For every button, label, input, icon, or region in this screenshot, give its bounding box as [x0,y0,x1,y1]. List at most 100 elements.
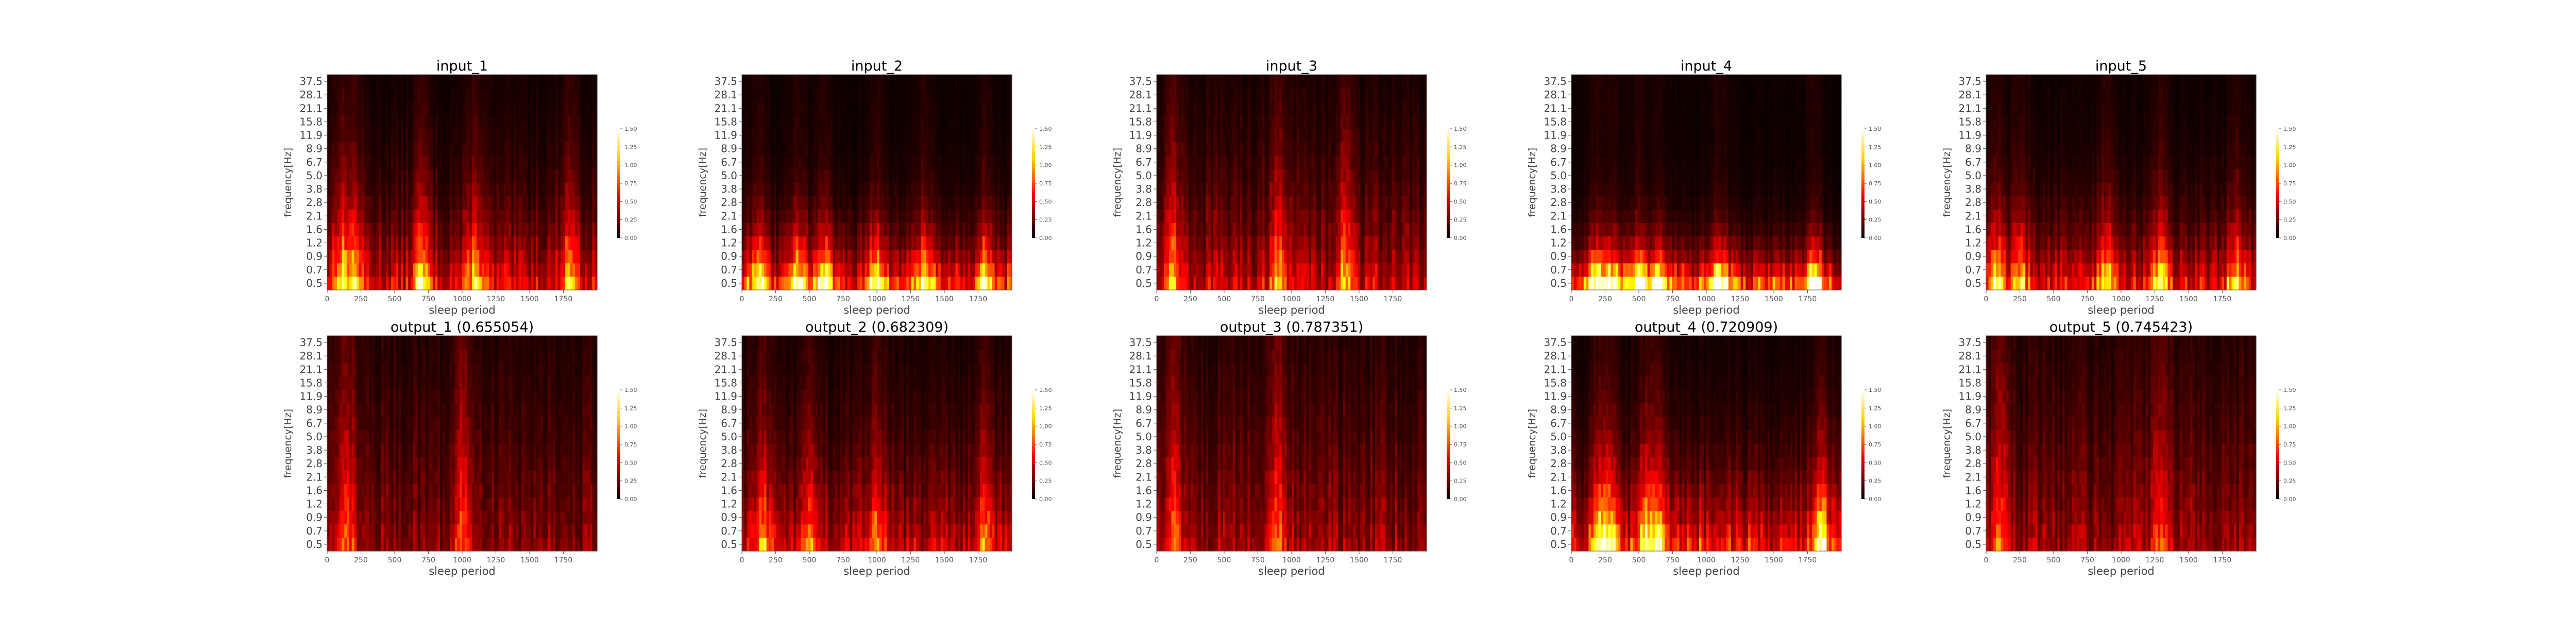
heatmap-cell [386,222,389,237]
heatmap-cell [509,115,512,129]
heatmap-cell [1168,196,1172,210]
heatmap-cell [396,142,399,156]
heatmap-cell [334,75,337,89]
heatmap-cell [447,75,450,89]
heatmap-cell [793,249,796,264]
heatmap-cell [756,101,759,115]
heatmap-cell [464,88,468,102]
heatmap-cell [428,182,431,196]
heatmap-cell [744,115,748,129]
heatmap-cell [1004,168,1008,183]
heatmap-cell [1343,142,1346,156]
heatmap-cell [970,209,973,223]
heatmap-cell [958,155,961,169]
heatmap-cell [477,155,480,169]
heatmap-cell [896,196,900,210]
heatmap-panel: input_10.50.70.91.21.62.12.83.85.06.78.9… [282,58,637,316]
heatmap-cell [509,128,512,143]
heatmap-cell [825,222,828,237]
heatmap-cell [862,236,865,250]
heatmap-cell [877,128,880,143]
heatmap-cell [766,128,769,143]
heatmap-cell [496,209,500,223]
heatmap-cell [970,88,973,102]
heatmap-cell [840,142,843,156]
heatmap-cell [982,75,986,89]
heatmap-cell [742,142,745,156]
heatmap-cell [936,196,939,210]
heatmap-cell [496,128,500,143]
heatmap-cell [833,142,836,156]
heatmap-cell [837,101,841,115]
heatmap-cell [965,209,968,223]
heatmap-cell [479,182,482,196]
heatmap-cell [960,128,963,143]
heatmap-cell [953,168,956,183]
heatmap-cell [818,196,821,210]
heatmap-cell [1235,128,1238,143]
heatmap-cell [827,236,831,250]
heatmap-cell [825,249,828,264]
heatmap-cell [435,182,438,196]
heatmap-cell [592,168,595,183]
heatmap-cell [582,142,585,156]
heatmap-cell [791,128,794,143]
heatmap-cell [474,88,478,102]
heatmap-cell [1230,236,1233,250]
heatmap-cell [761,168,765,183]
heatmap-cell [540,168,544,183]
heatmap-cell [572,209,575,223]
heatmap-cell [430,222,433,237]
heatmap-cell [1223,182,1226,196]
heatmap-cell [874,75,877,89]
heatmap-cell [936,155,939,169]
heatmap-cell [492,182,495,196]
heatmap-cell [778,101,782,115]
heatmap-cell [357,236,360,250]
heatmap-cell [872,263,875,277]
heatmap-cell [339,209,343,223]
heatmap-cell [894,155,897,169]
heatmap-cell [879,222,883,237]
heatmap-cell [1341,263,1344,277]
heatmap-cell [374,168,377,183]
heatmap-cell [1326,155,1329,169]
heatmap-cell [1294,182,1297,196]
heatmap-cell [1316,276,1319,290]
heatmap-cell [339,168,343,183]
heatmap-cell [955,155,958,169]
heatmap-cell [1225,128,1228,143]
heatmap-cell [1002,276,1005,290]
heatmap-cell [1247,263,1250,277]
heatmap-cell [889,196,892,210]
heatmap-cell [1228,222,1231,237]
heatmap-cell [962,101,966,115]
heatmap-cell [1235,88,1238,102]
heatmap-cell [791,168,794,183]
heatmap-cell [1321,196,1324,210]
heatmap-cell [1159,196,1162,210]
heatmap-cell [1252,236,1256,250]
heatmap-cell [418,276,421,290]
heatmap-cell [889,236,892,250]
heatmap-cell [887,249,890,264]
heatmap-cell [1186,115,1189,129]
heatmap-cell [752,155,755,169]
heatmap-cell [533,115,536,129]
heatmap-cell [376,196,379,210]
heatmap-cell [1176,75,1179,89]
heatmap-cell [1306,236,1309,250]
heatmap-cell [506,142,510,156]
heatmap-cell [1176,101,1179,115]
heatmap-cell [830,142,833,156]
heatmap-cell [960,115,963,129]
heatmap-cell [440,101,443,115]
heatmap-cell [408,142,411,156]
heatmap-cell [364,88,367,102]
heatmap-cell [393,101,396,115]
heatmap-cell [850,88,853,102]
heatmap-cell [1203,101,1206,115]
heatmap-cell [958,222,961,237]
heatmap-cell [408,236,411,250]
heatmap-cell [499,115,502,129]
